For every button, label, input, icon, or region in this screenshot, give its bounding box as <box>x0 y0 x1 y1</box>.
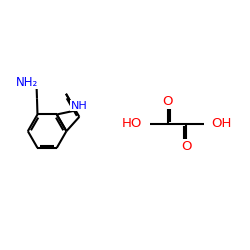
Text: O: O <box>181 140 192 152</box>
Text: NH₂: NH₂ <box>16 76 38 89</box>
Text: OH: OH <box>211 117 232 130</box>
Text: NH: NH <box>70 100 87 110</box>
Text: O: O <box>162 95 173 108</box>
Text: HO: HO <box>122 117 142 130</box>
